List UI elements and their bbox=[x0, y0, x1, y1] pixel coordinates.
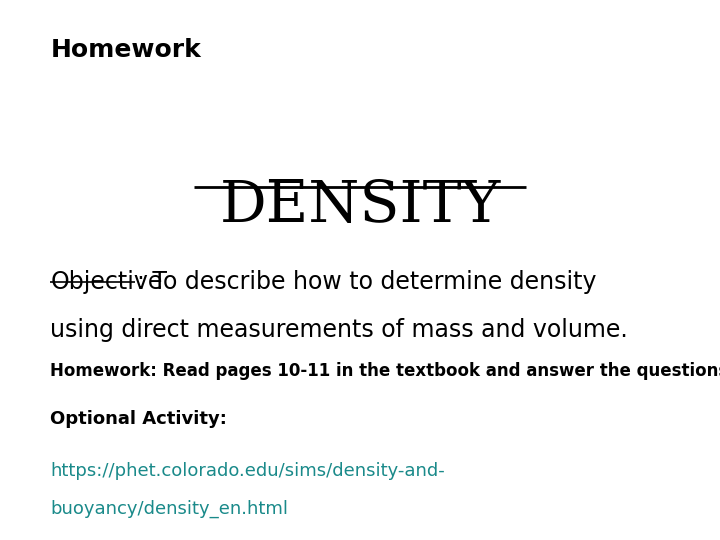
Text: DENSITY: DENSITY bbox=[220, 178, 500, 234]
Text: using direct measurements of mass and volume.: using direct measurements of mass and vo… bbox=[50, 318, 628, 341]
Text: buoyancy/density_en.html: buoyancy/density_en.html bbox=[50, 500, 289, 518]
Text: Homework: Read pages 10-11 in the textbook and answer the questions: Homework: Read pages 10-11 in the textbo… bbox=[50, 362, 720, 380]
Text: Optional Activity:: Optional Activity: bbox=[50, 410, 228, 428]
Text: Homework: Homework bbox=[50, 38, 201, 62]
Text: https://phet.colorado.edu/sims/density-and-: https://phet.colorado.edu/sims/density-a… bbox=[50, 462, 445, 480]
Text: Objective: Objective bbox=[50, 270, 163, 294]
Text: : To describe how to determine density: : To describe how to determine density bbox=[137, 270, 596, 294]
